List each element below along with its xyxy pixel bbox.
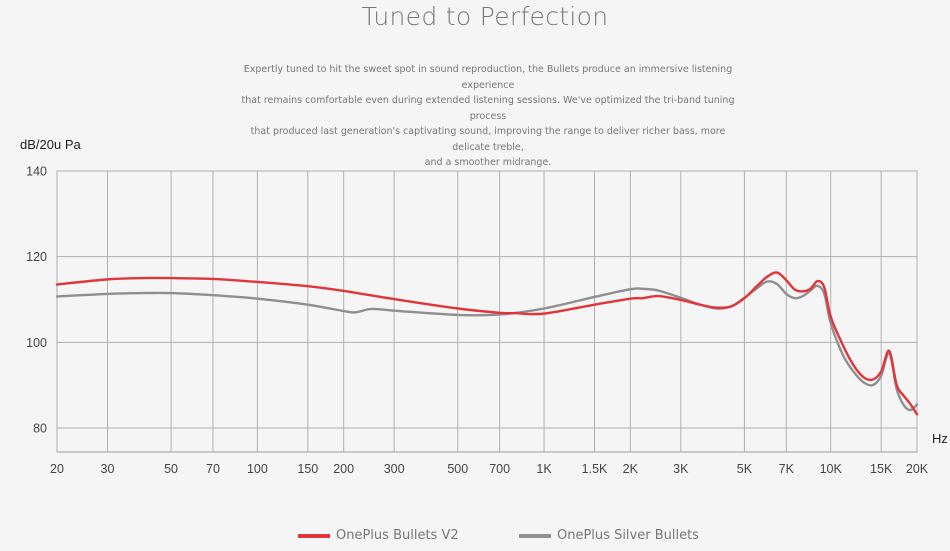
x-tick-label: 3K xyxy=(673,462,689,476)
legend-item: OnePlus Bullets V2 xyxy=(298,528,459,543)
y-axis-label: dB/20u Pa xyxy=(20,137,81,152)
series-line-oneplus-bullets-v2 xyxy=(55,271,919,416)
page-title: Tuned to Perfection xyxy=(361,2,609,31)
legend-swatch xyxy=(298,533,330,538)
x-tick-label: 150 xyxy=(297,462,318,476)
x-tick-label: 50 xyxy=(164,462,178,476)
x-tick-label: 300 xyxy=(384,462,405,476)
legend-swatch xyxy=(519,533,551,538)
x-tick-label: 1K xyxy=(536,462,552,476)
x-tick-label: 100 xyxy=(247,462,268,476)
legend-label: OnePlus Silver Bullets xyxy=(557,528,699,543)
x-tick-label: 700 xyxy=(489,462,510,476)
x-axis-label: Hz xyxy=(932,431,948,446)
x-tick-label: 5K xyxy=(737,462,753,476)
description: Expertly tuned to hit the sweet spot in … xyxy=(233,62,743,171)
series-line-oneplus-silver-bullets xyxy=(55,280,919,412)
x-tick-label: 200 xyxy=(333,462,354,476)
y-tick-label: 140 xyxy=(26,165,47,179)
x-tick-label: 20K xyxy=(906,462,929,476)
description-line: that remains comfortable even during ext… xyxy=(241,95,735,122)
description-line: Expertly tuned to hit the sweet spot in … xyxy=(243,64,733,91)
y-tick-label: 80 xyxy=(33,422,47,436)
y-tick-label: 120 xyxy=(26,250,47,264)
description-line: that produced last generation's captivat… xyxy=(250,126,726,153)
x-tick-label: 10K xyxy=(820,462,843,476)
x-tick-label: 500 xyxy=(447,462,468,476)
legend-label: OnePlus Bullets V2 xyxy=(336,528,459,543)
x-tick-label: 2K xyxy=(623,462,639,476)
x-tick-label: 30 xyxy=(101,462,115,476)
x-tick-label: 20 xyxy=(50,462,64,476)
legend-item: OnePlus Silver Bullets xyxy=(519,528,699,543)
y-tick-label: 100 xyxy=(26,336,47,350)
x-tick-label: 7K xyxy=(779,462,795,476)
x-tick-label: 15K xyxy=(870,462,893,476)
description-line: and a smoother midrange. xyxy=(424,157,552,168)
x-tick-label: 70 xyxy=(206,462,220,476)
x-tick-label: 1.5K xyxy=(582,462,608,476)
